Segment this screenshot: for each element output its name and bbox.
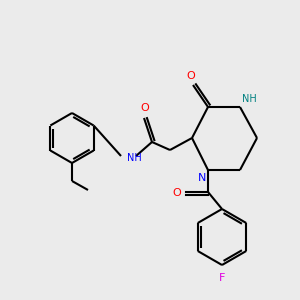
Text: N: N (198, 173, 206, 183)
Text: O: O (172, 188, 181, 198)
Text: NH: NH (127, 153, 142, 163)
Text: O: O (141, 103, 149, 113)
Text: F: F (219, 273, 225, 283)
Text: O: O (187, 71, 195, 81)
Text: NH: NH (242, 94, 257, 104)
